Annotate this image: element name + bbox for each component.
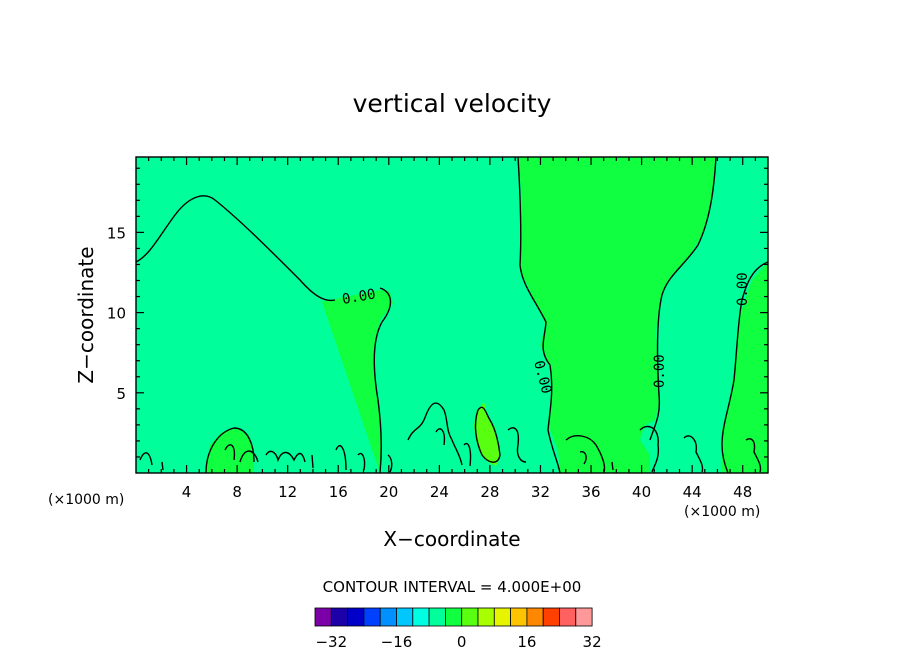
fill-band-central <box>322 157 716 473</box>
colorbar-swatch <box>363 607 381 627</box>
x-tick-label: 12 <box>278 483 297 501</box>
colorbar-swatch <box>477 607 495 627</box>
colorbar-swatch <box>396 607 414 627</box>
colorbar-swatch <box>314 607 332 627</box>
colorbar-swatch <box>526 607 544 627</box>
x-tick-label: 44 <box>683 483 702 501</box>
colorbar-swatch <box>444 607 463 627</box>
colorbar-tick-label: 16 <box>517 633 536 651</box>
axis-ticks <box>136 157 768 473</box>
colorbar-swatch <box>428 607 446 627</box>
colorbar-swatch <box>493 607 511 627</box>
contour-line-bump-west <box>205 427 255 474</box>
contour-label: 0.00 <box>735 272 751 306</box>
x-tick-label: 32 <box>531 483 550 501</box>
contour-line-far-east <box>721 261 769 474</box>
y-tick-label: 10 <box>107 305 126 323</box>
x-tick-labels: 4 8 12 16 20 24 28 32 36 40 44 48 <box>182 483 752 501</box>
y-tick-labels: 5 10 15 <box>107 224 126 402</box>
colorbar-swatch <box>412 607 430 627</box>
fill-band-east <box>722 262 768 473</box>
contour-line-upper-west <box>135 195 336 302</box>
colorbar-tick-label: −16 <box>381 633 413 651</box>
contour-line-east <box>649 156 717 441</box>
x-axis-unit: (×1000 m) <box>684 504 760 520</box>
x-tick-label: 16 <box>329 483 348 501</box>
x-tick-label: 8 <box>232 483 242 501</box>
x-tick-label: 48 <box>733 483 752 501</box>
contour-label: 0.00 <box>341 286 377 308</box>
colorbar <box>314 607 593 627</box>
y-tick-label: 15 <box>107 224 126 242</box>
contour-line-central <box>517 156 561 474</box>
contour-line-west-lobe <box>373 287 392 474</box>
colorbar-swatch <box>330 607 348 627</box>
colorbar-swatch <box>347 607 365 627</box>
contour-fills <box>136 157 768 473</box>
x-axis-label: X−coordinate <box>383 527 520 551</box>
contour-label: 0.00 <box>652 354 668 388</box>
y-axis-unit: (×1000 m) <box>48 492 124 508</box>
colorbar-tick-label: −32 <box>315 633 347 651</box>
colorbar-swatch <box>559 607 577 627</box>
contour-lines <box>135 156 769 474</box>
y-tick-label: 5 <box>116 385 126 403</box>
colorbar-labels: −32 −16 0 16 32 <box>315 633 601 651</box>
colorbar-tick-label: 32 <box>583 633 602 651</box>
colorbar-swatch <box>575 607 593 627</box>
contour-line-peak <box>474 406 501 463</box>
contour-line-ground-noise <box>139 402 762 473</box>
chart-title: vertical velocity <box>353 89 552 118</box>
colorbar-swatch <box>379 607 397 627</box>
colorbar-tick-label: 0 <box>457 633 467 651</box>
fill-band-local-west <box>206 428 254 473</box>
x-tick-label: 28 <box>480 483 499 501</box>
x-tick-label: 20 <box>379 483 398 501</box>
colorbar-swatch <box>510 607 528 627</box>
x-tick-label: 24 <box>430 483 449 501</box>
y-axis-label: Z−coordinate <box>74 246 98 383</box>
x-tick-label: 36 <box>581 483 600 501</box>
x-tick-label: 4 <box>182 483 192 501</box>
contour-interval-label: CONTOUR INTERVAL = 4.000E+00 <box>323 578 582 596</box>
colorbar-swatch <box>542 607 560 627</box>
colorbar-swatch <box>461 607 479 627</box>
x-tick-label: 40 <box>632 483 651 501</box>
